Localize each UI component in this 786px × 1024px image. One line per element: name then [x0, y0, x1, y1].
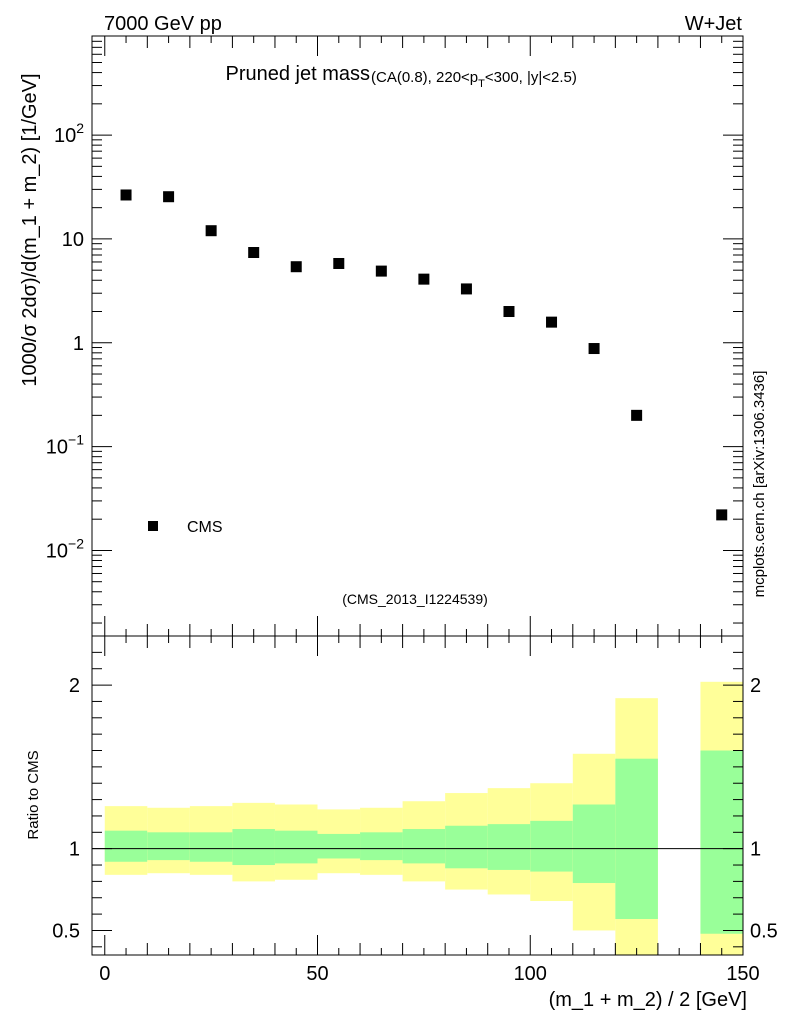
data-point-13 — [716, 509, 728, 521]
xtick-label-3: 150 — [726, 963, 759, 985]
inner-band-bin-1 — [147, 832, 190, 861]
main-y-axis-label: 1000/σ 2dσ)/d(m_1 + m_2) [1/GeV] — [19, 73, 41, 386]
subtitle-subscript: T — [478, 78, 485, 90]
analysis-id: (CMS_2013_I1224539) — [342, 591, 488, 607]
inner-band-bin-7 — [402, 829, 446, 864]
header-energy-label: 7000 GeV pp — [104, 13, 222, 35]
data-point-2 — [205, 225, 217, 237]
ratio-ytick-label-right-0: 0.5 — [750, 920, 778, 942]
data-point-9 — [503, 306, 515, 318]
watermark-label: mcplots.cern.ch [arXiv:1306.3436] — [751, 371, 768, 598]
data-point-6 — [375, 265, 387, 277]
subtitle-part-a: (CA(0.8), 220<p — [371, 69, 478, 86]
ratio-frame — [91, 635, 744, 956]
inner-band-bin-13 — [700, 750, 743, 934]
inner-band-bin-8 — [445, 825, 488, 869]
ratio-ytick-label-right-2: 2 — [750, 675, 761, 697]
data-point-8 — [460, 283, 472, 295]
data-point-0 — [120, 189, 132, 201]
data-point-1 — [163, 191, 175, 203]
main-title: Pruned jet mass — [225, 63, 370, 85]
main-ytick-label-2: 1 — [73, 333, 84, 355]
header-process-label: W+Jet — [685, 13, 743, 35]
data-point-4 — [290, 261, 302, 273]
main-ytick-label-0: 102 — [54, 120, 84, 147]
ratio-ytick-label-right-1: 1 — [750, 839, 761, 861]
subtitle-part-b: <300, |y|<2.5) — [485, 69, 577, 86]
inner-band-bin-0 — [104, 830, 148, 862]
axes: 102 10 1 10−1 10−2 0.5 0.5 1 1 2 2 0 50 100 150 — [46, 35, 778, 985]
data-point-5 — [333, 257, 345, 269]
inner-band-bin-4 — [274, 830, 318, 864]
inner-band-bin-2 — [189, 832, 233, 862]
legend-label: CMS — [187, 519, 223, 536]
xtick-label-1: 50 — [306, 963, 328, 985]
inner-band-bin-5 — [317, 833, 361, 859]
inner-band-bin-9 — [487, 824, 531, 870]
ratio-ytick-label-left-1: 1 — [69, 839, 80, 861]
inner-band-bin-3 — [232, 829, 275, 866]
data-point-10 — [546, 316, 558, 328]
ratio-ytick-label-left-0: 0.5 — [52, 920, 80, 942]
x-axis-label: (m_1 + m_2) / 2 [GeV] — [549, 989, 747, 1011]
main-frame — [91, 35, 744, 637]
inner-band-bin-6 — [360, 832, 403, 861]
ratio-ytick-label-left-2: 2 — [69, 675, 80, 697]
main-ytick-label-4: 10−2 — [46, 535, 84, 562]
inner-band-bin-12 — [615, 758, 658, 920]
data-point-12 — [631, 409, 643, 421]
main-ytick-label-3: 10−1 — [46, 432, 84, 459]
ratio-y-axis-label: Ratio to CMS — [25, 750, 42, 839]
legend-marker — [148, 521, 158, 531]
data-point-11 — [588, 343, 600, 355]
main-subtitle: (CA(0.8), 220<pT<300, |y|<2.5) — [371, 69, 577, 90]
inner-band-bin-10 — [530, 820, 573, 872]
main-markers — [120, 189, 728, 521]
xtick-label-0: 0 — [99, 963, 110, 985]
data-point-3 — [248, 247, 260, 259]
ratio-bands — [104, 681, 743, 955]
main-ytick-label-1: 10 — [62, 229, 84, 251]
data-point-7 — [418, 273, 430, 285]
xtick-label-2: 100 — [514, 963, 547, 985]
inner-band-bin-11 — [572, 804, 616, 884]
